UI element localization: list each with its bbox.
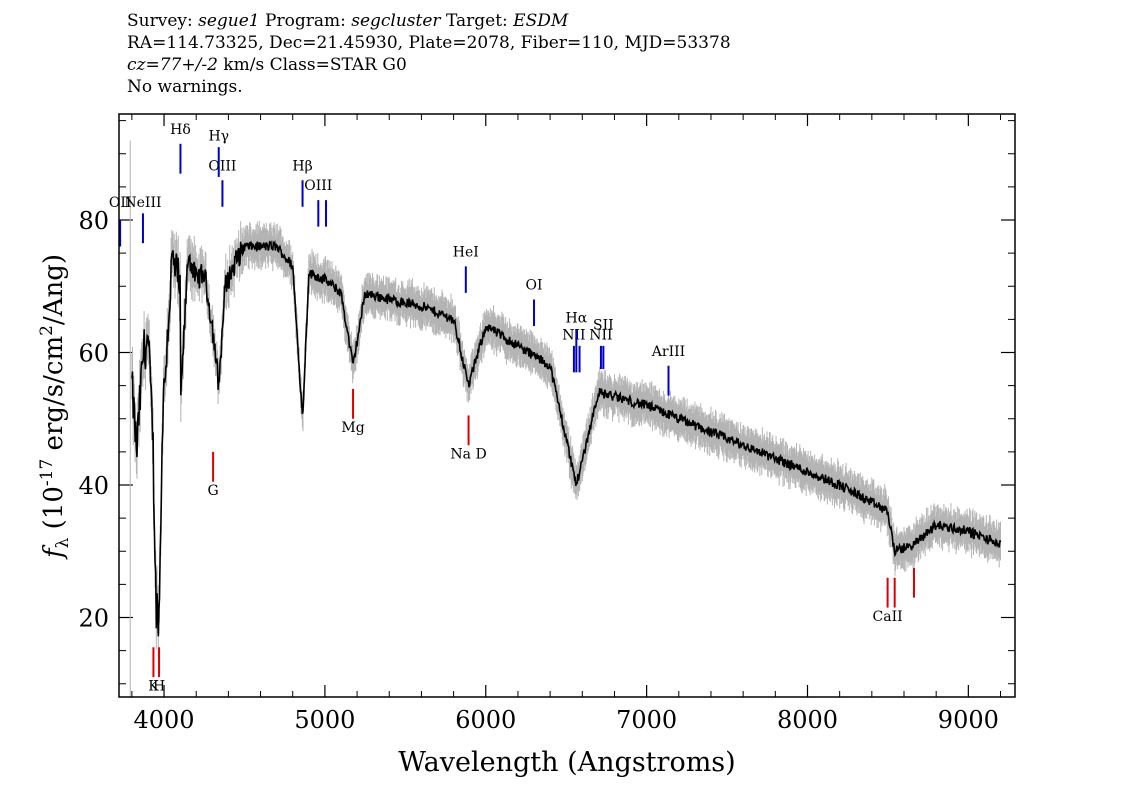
x-tick-label: 6000 xyxy=(455,706,516,734)
emission-line-label: OII xyxy=(109,195,132,211)
plot-frame xyxy=(118,113,1016,698)
spectrum-header: Survey: segue1 Program: segcluster Targe… xyxy=(127,10,731,98)
class-value: km/s Class=STAR G0 xyxy=(223,55,407,75)
emission-line-label: SII xyxy=(593,317,614,333)
redshift-value: cz=77+/-2 xyxy=(127,55,218,75)
emission-line-label: Hγ xyxy=(208,129,229,145)
tick-labels: 4000 5000 6000 7000 8000 9000 20 40 60 80 xyxy=(78,207,998,734)
emission-line-label: Hα xyxy=(565,311,587,327)
emission-line-label: NII xyxy=(589,327,612,343)
absorption-line-label: G xyxy=(208,483,219,499)
absorption-line-label: CaII xyxy=(873,609,903,625)
x-tick-label: 5000 xyxy=(294,706,355,734)
x-tick-label: 7000 xyxy=(616,706,677,734)
emission-line-label: OI xyxy=(526,278,543,294)
emission-line-label: HeI xyxy=(453,244,479,260)
absorption-line-label: Mg xyxy=(341,420,364,436)
axis-ticks xyxy=(119,114,1015,697)
y-axis-label: fλ (10-17 erg/s/cm2/Ang) xyxy=(37,254,73,560)
y-axis-label-sub: λ xyxy=(53,537,73,548)
program-label: Program: xyxy=(265,11,346,31)
survey-label: Survey: xyxy=(127,11,193,31)
header-line-4: No warnings. xyxy=(127,77,243,97)
y-axis-label-exp2: 2 xyxy=(37,325,57,336)
emission-line-label: ArIII xyxy=(651,344,685,360)
x-tick-label: 9000 xyxy=(938,706,999,734)
header-line-2: RA=114.73325, Dec=21.45930, Plate=2078, … xyxy=(127,33,731,53)
emission-line-label: OIII xyxy=(304,178,332,194)
flux-series-line xyxy=(131,239,1002,637)
y-tick-label: 40 xyxy=(78,472,109,500)
survey-value: segue1 xyxy=(198,11,260,31)
absorption-line-label: H xyxy=(153,678,165,694)
target-label: Target: xyxy=(445,11,508,31)
emission-line-label: NeIII xyxy=(124,195,161,211)
emission-line-label: OIII xyxy=(208,158,236,174)
y-axis-label-exp: -17 xyxy=(37,459,57,486)
y-axis-label-end: /Ang) xyxy=(39,254,69,325)
y-tick-label: 80 xyxy=(78,207,109,235)
header-line-1: Survey: segue1 Program: segcluster Targe… xyxy=(127,10,731,32)
target-value: ESDM xyxy=(513,11,569,31)
absorption-line-label: K xyxy=(148,678,159,694)
emission-line-label: Hδ xyxy=(170,122,191,138)
emission-line-label: Hβ xyxy=(292,158,312,174)
y-axis-label-unit: erg/s/cm xyxy=(39,336,69,459)
x-axis-label: Wavelength (Angstroms) xyxy=(398,747,735,778)
program-value: segcluster xyxy=(351,11,441,31)
x-tick-label: 4000 xyxy=(134,706,195,734)
x-tick-label: 8000 xyxy=(777,706,838,734)
emission-line-label: NII xyxy=(562,327,585,343)
y-axis-label-rest: (10 xyxy=(39,486,69,538)
absorption-line-label: Na D xyxy=(450,447,486,463)
y-tick-label: 60 xyxy=(78,340,109,368)
header-line-3: cz=77+/-2 km/s Class=STAR G0 xyxy=(127,54,731,76)
y-tick-label: 20 xyxy=(78,605,109,633)
